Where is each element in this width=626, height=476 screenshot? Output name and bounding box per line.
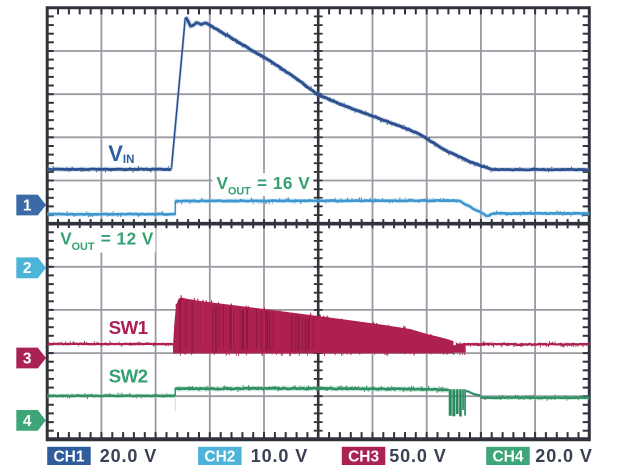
svg-text:10.0 V: 10.0 V xyxy=(251,446,308,466)
svg-text:3: 3 xyxy=(23,350,32,367)
svg-text:20.0 V: 20.0 V xyxy=(535,446,592,466)
svg-text:1: 1 xyxy=(23,197,32,214)
svg-text:CH4: CH4 xyxy=(492,449,523,466)
svg-text:SW2: SW2 xyxy=(109,365,148,386)
svg-text:20.0 V: 20.0 V xyxy=(100,446,157,466)
svg-text:4: 4 xyxy=(23,413,32,430)
svg-text:CH1: CH1 xyxy=(53,449,84,466)
svg-text:CH3: CH3 xyxy=(348,449,379,466)
svg-text:2: 2 xyxy=(23,260,32,277)
svg-text:CH2: CH2 xyxy=(204,449,235,466)
svg-text:SW1: SW1 xyxy=(109,317,148,338)
svg-text:50.0 V: 50.0 V xyxy=(389,446,446,466)
